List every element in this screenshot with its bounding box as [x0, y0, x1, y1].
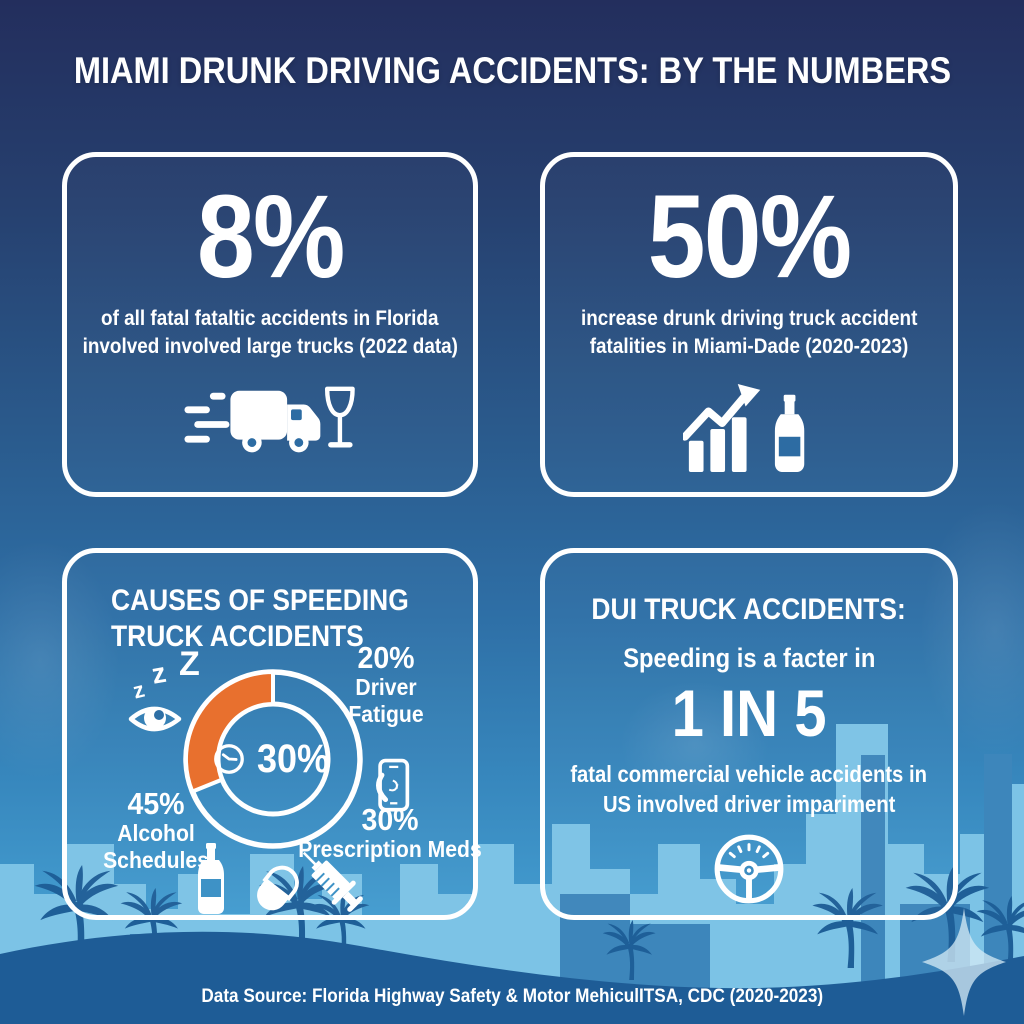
speeding-truck-wine-glass-icon	[184, 386, 355, 453]
donut-highlight-slice	[183, 670, 275, 794]
causes-donut-card: CAUSES OF SPEEDING TRUCK ACCIDENTS z z Z	[62, 548, 482, 920]
steering-wheel-icon	[714, 834, 784, 904]
data-source: Data Source: Florida Highway Safety & Mo…	[201, 985, 823, 1007]
drowsy-eye-icon: z z Z	[128, 647, 200, 732]
dui-card-title: DUI TRUCK ACCIDENTS:	[591, 593, 907, 626]
phone-call-icon	[376, 758, 410, 812]
sleep-z-glyph: Z	[179, 647, 200, 683]
miami-skyline-silhouette	[0, 724, 1024, 1024]
syringe-icon	[302, 851, 363, 912]
stat-card-fatality-increase: 50% increase drunk driving truck acciden…	[540, 152, 958, 497]
rising-bar-chart-bottle-icon	[683, 383, 805, 472]
sleep-z-glyph: z	[149, 657, 168, 690]
stat-description: of all fatal fataltic accidents in Flori…	[82, 306, 458, 359]
donut-label-alcohol-schedules: 45% Alcohol Schedules	[103, 786, 209, 873]
liquor-bottle-icon	[774, 394, 805, 472]
rising-bar-chart-icon	[683, 383, 761, 472]
dui-truck-accidents-card: DUI TRUCK ACCIDENTS: Speeding is a facte…	[540, 548, 958, 920]
stat-value-8-percent: 8%	[196, 171, 345, 303]
sleep-z-glyph: z	[130, 677, 147, 704]
background-cloud-glow	[620, 680, 770, 810]
stat-card-fatal-accidents: 8% of all fatal fataltic accidents in Fl…	[62, 152, 478, 497]
dui-description: fatal commercial vehicle accidents in US…	[570, 761, 928, 818]
donut-label-prescription-meds: 30% Prescription Meds	[298, 802, 482, 863]
liquor-bottle-icon	[198, 843, 224, 914]
pill-icon	[257, 865, 299, 911]
foreground-wave	[0, 931, 1024, 1024]
speeding-truck-icon	[184, 390, 321, 453]
causes-card-title: CAUSES OF SPEEDING TRUCK ACCIDENTS	[111, 584, 409, 653]
stat-description: increase drunk driving truck accident fa…	[580, 306, 918, 359]
page-title: MIAMI DRUNK DRIVING ACCIDENTS: BY THE NU…	[73, 50, 951, 91]
dui-big-value: 1 IN 5	[671, 676, 827, 750]
stat-value-50-percent: 50%	[647, 171, 852, 303]
sparkle-icon	[922, 908, 1006, 1016]
donut-label-driver-fatigue: 20% Driver Fatigue	[348, 640, 424, 727]
substance-icons	[198, 843, 363, 914]
background-cloud-glow	[920, 500, 1024, 760]
dui-card-subtitle: Speeding is a facter in	[622, 643, 876, 673]
wine-glass-icon	[324, 386, 355, 448]
background-cloud-glow	[0, 540, 120, 780]
